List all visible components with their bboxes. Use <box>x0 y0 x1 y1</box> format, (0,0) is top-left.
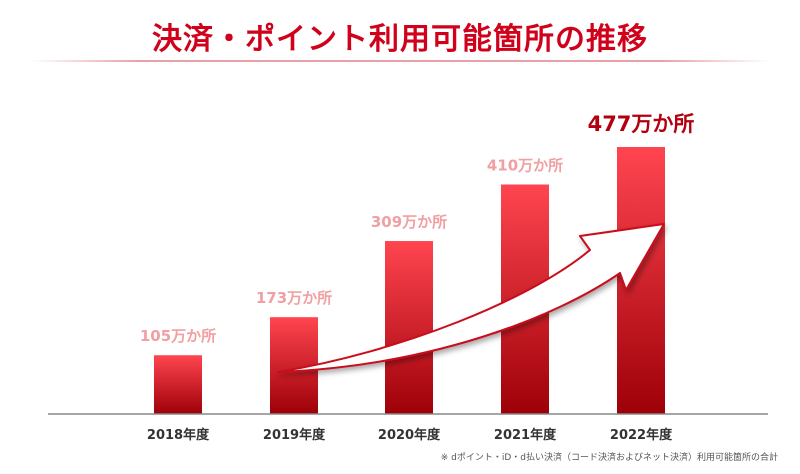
data-label-2020年度: 309万か所 <box>371 213 447 231</box>
footnote: ※ dポイント・iD・d払い決済（コード決済およびネット決済）利用可能箇所の合計 <box>440 453 778 463</box>
x-tick-label-2019年度: 2019年度 <box>263 427 326 443</box>
x-tick-label-2022年度: 2022年度 <box>610 427 673 443</box>
x-tick-label-2021年度: 2021年度 <box>494 427 557 443</box>
x-tick-label-2020年度: 2020年度 <box>378 427 441 443</box>
data-label-2022年度: 477万か所 <box>588 112 695 136</box>
chart-title: 決済・ポイント利用可能箇所の推移 <box>152 22 648 57</box>
data-label-2021年度: 410万か所 <box>487 157 563 175</box>
bar-2018年度 <box>154 355 202 414</box>
data-label-2018年度: 105万か所 <box>140 327 216 345</box>
data-label-2019年度: 173万か所 <box>256 289 332 307</box>
bar-2020年度 <box>385 241 433 414</box>
x-tick-label-2018年度: 2018年度 <box>147 427 210 443</box>
trend-arrow <box>277 223 665 373</box>
title-divider <box>30 60 770 62</box>
